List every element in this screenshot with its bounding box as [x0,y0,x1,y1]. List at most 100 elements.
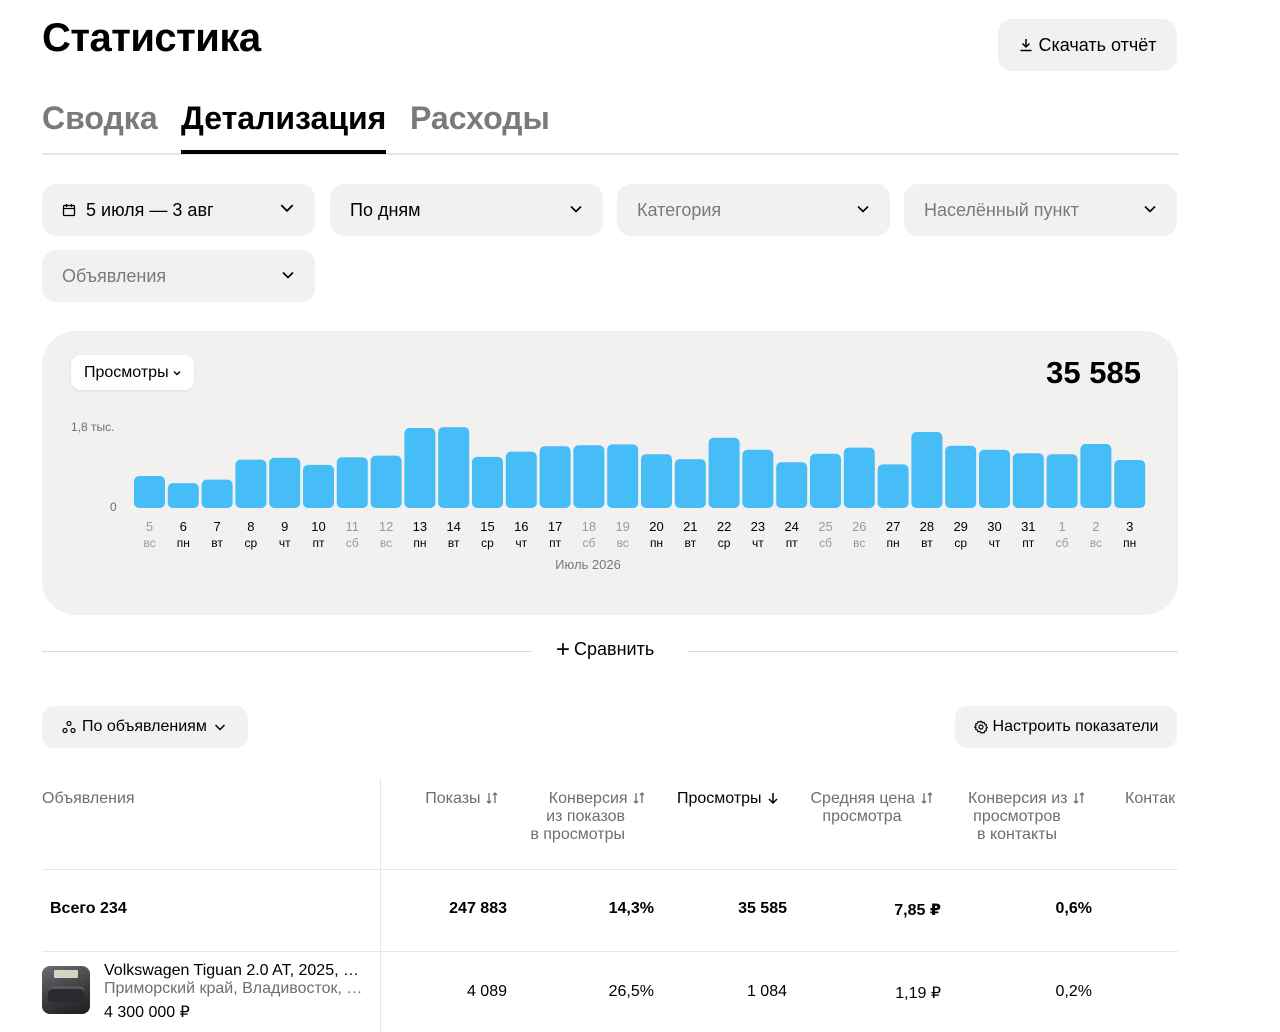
x-tick-day: 30 [987,519,1001,534]
x-tick-day: 18 [582,519,596,534]
row-divider [381,951,1178,952]
header-impressions[interactable]: Показы [382,790,499,808]
tab-details[interactable]: Детализация [181,100,387,154]
chart-bar-2[interactable] [1080,444,1112,508]
header-contacts[interactable]: Контак [1125,790,1176,807]
header-conversion[interactable]: Конверсия из показов в просмотры [482,790,646,844]
tab-summary[interactable]: Сводка [42,100,158,136]
chart-bar-16[interactable] [505,451,537,508]
header-views[interactable]: Просмотры [652,790,780,808]
chart-bar-18[interactable] [573,445,605,508]
total-impressions: 247 883 [449,900,507,917]
chart-bar-25[interactable] [810,453,841,508]
compare-button[interactable]: + Сравнить [556,635,654,663]
chart-bar-30[interactable] [979,449,1010,508]
chart-bar-13[interactable] [404,428,436,508]
stats-table: Объявления Показы Конверсия из показов в… [42,778,1178,1032]
group-icon [62,720,76,734]
chart-bar-9[interactable] [269,457,301,508]
chart-bar-20[interactable] [641,454,672,508]
x-tick-day: 1 [1058,519,1065,534]
x-tick-weekday: пн [1123,536,1136,550]
x-tick-weekday: ср [954,536,967,550]
chart-bar-8[interactable] [235,459,267,508]
chart-bar-3[interactable] [1114,460,1146,508]
header-ads[interactable]: Объявления [42,790,135,807]
period-filter[interactable]: 5 июля — 3 авг [42,184,315,236]
chart-bar-21[interactable] [674,459,706,508]
tab-expenses[interactable]: Расходы [410,100,550,136]
granularity-select[interactable]: По дням [330,184,603,236]
group-by-button[interactable]: По объявлениям [42,706,248,748]
chevron-down-icon [280,204,294,213]
chart-bar-15[interactable] [472,456,503,508]
chart-bar-19[interactable] [607,444,639,508]
setup-metrics-button[interactable]: Настроить показатели [955,706,1177,748]
x-tick-day: 26 [852,519,866,534]
x-tick-weekday: пн [887,536,900,550]
ad-title-link[interactable]: Volkswagen Tiguan 2.0 AT, 2025, 100 км [104,962,366,979]
plus-icon: + [556,635,571,663]
chart-bar-7[interactable] [201,479,233,508]
chart-bar-17[interactable] [539,446,571,508]
chevron-down-icon [857,205,869,213]
x-tick-weekday: вс [143,536,155,550]
group-by-label: По объявлениям [82,718,207,735]
x-tick-weekday: пт [313,536,325,550]
category-placeholder: Категория [637,199,722,220]
chart-bar-29[interactable] [945,445,977,508]
y-zero-label: 0 [110,500,117,514]
x-tick-day: 12 [379,519,393,534]
locality-select[interactable]: Населённый пункт [904,184,1177,236]
x-tick-day: 8 [247,519,254,534]
sort-desc-icon [768,793,778,805]
chart-bar-5[interactable] [134,476,165,508]
x-tick-weekday: вт [921,536,933,550]
chart-bar-27[interactable] [877,464,909,508]
x-tick-weekday: вс [1090,536,1102,550]
chart-bar-12[interactable] [370,455,402,508]
row-views: 1 084 [746,983,787,1000]
ads-select[interactable]: Объявления [42,250,315,302]
chart-bar-22[interactable] [708,437,740,508]
chart-bar-24[interactable] [776,462,808,508]
category-select[interactable]: Категория [617,184,890,236]
chart-bar-26[interactable] [843,447,875,508]
chart-bar-11[interactable] [336,457,368,508]
x-tick-day: 11 [346,519,360,534]
x-tick-weekday: ср [718,536,731,550]
metric-select[interactable]: Просмотры [71,355,194,390]
header-conversion-line2: из показов [546,808,625,825]
x-tick-weekday: чт [752,536,764,550]
chart-bar-14[interactable] [438,427,470,508]
total-contact-conversion: 0,6% [1055,900,1092,917]
ad-thumbnail[interactable] [42,966,90,1014]
chevron-down-icon [282,271,294,279]
chart-bar-31[interactable] [1012,453,1044,508]
chart-bar-10[interactable] [303,464,334,508]
x-tick-day: 31 [1021,519,1035,534]
tab-bar: Сводка Детализация Расходы [42,96,1178,155]
header-contact-conversion[interactable]: Конверсия из просмотров в контакты [952,790,1102,844]
chart-bar-1[interactable] [1046,454,1078,508]
chart-bar-6[interactable] [167,483,199,508]
x-tick-weekday: пт [786,536,798,550]
chart-bar-23[interactable] [742,449,774,508]
header-avg-price[interactable]: Средняя цена просмотра [792,790,952,826]
x-tick-weekday: чт [279,536,291,550]
x-tick-weekday: сб [582,536,595,550]
chevron-down-icon [1144,205,1156,213]
header-avg-price-line1: Средняя цена [810,790,916,807]
x-tick-day: 3 [1126,519,1133,534]
x-tick-day: 6 [180,519,187,534]
download-report-button[interactable]: Скачать отчёт [998,19,1177,71]
chart-bar-28[interactable] [911,432,943,508]
metric-value: Просмотры [84,363,169,381]
x-tick-weekday: вс [617,536,629,550]
x-tick-day: 22 [717,519,731,534]
row-contact-conversion: 0,2% [1055,983,1092,1000]
x-tick-day: 19 [615,519,629,534]
x-tick-weekday: сб [819,536,832,550]
row-divider [42,869,1178,870]
x-tick-day: 21 [683,519,697,534]
